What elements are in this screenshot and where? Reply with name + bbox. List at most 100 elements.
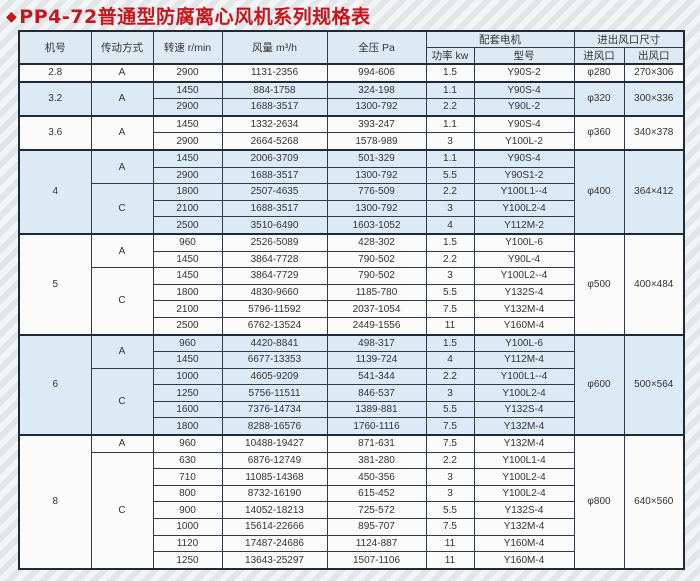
fan-number-cell: 2.8 [18,63,92,83]
inlet-size-cell: φ800 [573,434,625,570]
flow-cell: 6677-13353 [221,351,328,369]
pressure-cell: 790-502 [326,267,427,285]
flow-cell: 5756-11511 [221,384,328,402]
pressure-cell: 381-280 [326,451,427,470]
table-row: 5 A 960 2526-5089 428-302 1.5 Y100L-6 φ500 400×4… [18,232,685,335]
flow-cell: 1332-2634 [221,114,328,134]
power-cell: 11 [425,316,475,336]
table-row: 2900 2664-5268 1578-989 3 Y100L-2 [19,132,684,151]
model-cell: Y100L1-4 [473,451,575,470]
flow-cell: 1688-3517 [221,98,328,117]
flow-cell: 14052-18213 [221,501,328,520]
flow-cell: 5796-11592 [221,300,328,318]
pressure-cell: 1389-881 [326,400,427,419]
drive-type-cell: C [90,267,154,335]
power-cell: 1.1 [425,148,475,168]
flow-cell: 8288-16576 [221,417,328,436]
model-cell: Y90S-2 [473,63,575,83]
power-cell: 7.5 [425,434,475,453]
outlet-size-cell: 270×306 [623,63,685,83]
model-cell: Y90L-2 [473,98,575,117]
speed-cell: 2900 [152,166,223,185]
speed-cell: 1800 [152,183,223,201]
speed-cell: 960 [152,333,223,353]
pressure-cell: 450-356 [326,468,427,486]
pressure-cell: 1300-792 [326,98,427,117]
outlet-size-cell: 340×378 [623,114,685,151]
pressure-cell: 428-302 [326,232,427,252]
pressure-cell: 2037-1054 [326,300,427,318]
model-cell: Y100L2-4 [473,384,575,402]
power-cell: 2.2 [425,250,475,269]
speed-cell: 2500 [152,216,223,235]
table-row: 8 A 960 10488-19427 871-631 7.5 Y132M-4 φ800 640… [18,434,685,570]
speed-cell: 1450 [152,80,223,100]
header-outlet: 出风口 [623,47,685,65]
outlet-size-cell: 300×336 [623,80,685,117]
pressure-cell: 1760-1116 [326,417,427,436]
power-cell: 4 [425,351,475,369]
speed-cell: 960 [152,232,223,252]
flow-cell: 8732-16190 [221,484,328,503]
pressure-cell: 1300-792 [326,199,427,218]
drive-type-cell: A [90,434,154,453]
flow-cell: 10488-19427 [221,434,328,453]
power-cell: 1.1 [425,114,475,134]
flow-cell: 6876-12749 [221,451,328,470]
speed-cell: 800 [152,484,223,503]
power-cell: 7.5 [425,300,475,318]
inlet-size-cell: φ400 [573,148,625,235]
speed-cell: 630 [152,451,223,470]
pressure-cell: 498-317 [326,333,427,353]
power-cell: 4 [425,216,475,235]
table-row: 1120 17487-24686 1124-887 11 Y160M-4 [19,534,684,553]
header-power: 功率 kw [425,47,475,65]
flow-cell: 2507-4635 [221,183,328,201]
power-cell: 2.2 [425,451,475,470]
header-model: 型号 [473,47,575,65]
title-text: PP4-72普通型防腐离心风机系列规格表 [19,6,371,28]
speed-cell: 2900 [152,132,223,151]
flow-cell: 4605-9209 [221,367,328,386]
header-pressure: 全压 Pa [326,30,427,65]
inlet-size-cell: φ500 [573,232,625,335]
speed-cell: 1250 [152,384,223,402]
speed-cell: 1450 [152,267,223,285]
model-cell: Y100L-6 [473,333,575,353]
power-cell: 5.5 [425,501,475,520]
model-cell: Y132S-4 [473,283,575,302]
model-cell: Y112M-4 [473,351,575,369]
flow-cell: 11085-14368 [221,468,328,486]
page-title: ◆ PP4-72普通型防腐离心风机系列规格表 [6,2,371,29]
power-cell: 1.5 [425,232,475,252]
power-cell: 3 [425,199,475,218]
inlet-size-cell: φ600 [573,333,625,436]
model-cell: Y132M-4 [473,417,575,436]
model-cell: Y90S-4 [473,114,575,134]
model-cell: Y100L2-4 [473,468,575,486]
outlet-size-cell: 364×412 [623,148,685,235]
power-cell: 1.5 [425,63,475,83]
table-row: 3.6 A 1450 1332-2634 393-247 1.1 Y90S-4 φ360 340… [18,114,685,151]
speed-cell: 1600 [152,400,223,419]
speed-cell: 900 [152,501,223,520]
pressure-cell: 725-572 [326,501,427,520]
power-cell: 3 [425,384,475,402]
model-cell: Y132S-4 [473,501,575,520]
pressure-cell: 994-606 [326,63,427,83]
speed-cell: 2500 [152,316,223,336]
power-cell: 7.5 [425,417,475,436]
flow-cell: 17487-24686 [221,534,328,553]
table-row: 1250 13643-25297 1507-1106 11 Y160M-4 [19,551,684,570]
header-flow: 风量 m³/h [221,30,328,65]
drive-type-cell: C [90,183,154,235]
table-row: 1600 7376-14734 1389-881 5.5 Y132S-4 [19,400,684,419]
table-row: 1450 6677-13353 1139-724 4 Y112M-4 [19,351,684,369]
header-speed: 转速 r/min [152,30,223,65]
drive-type-cell: A [90,63,154,83]
inlet-size-cell: φ320 [573,80,625,117]
table-row: 3.2 A 1450 884-1758 324-198 1.1 Y90S-4 φ320 300×… [18,80,685,117]
table-row: 1800 4830-9660 1185-780 5.5 Y132S-4 [19,283,684,302]
power-cell: 3 [425,468,475,486]
model-cell: Y100L2-4 [473,484,575,503]
